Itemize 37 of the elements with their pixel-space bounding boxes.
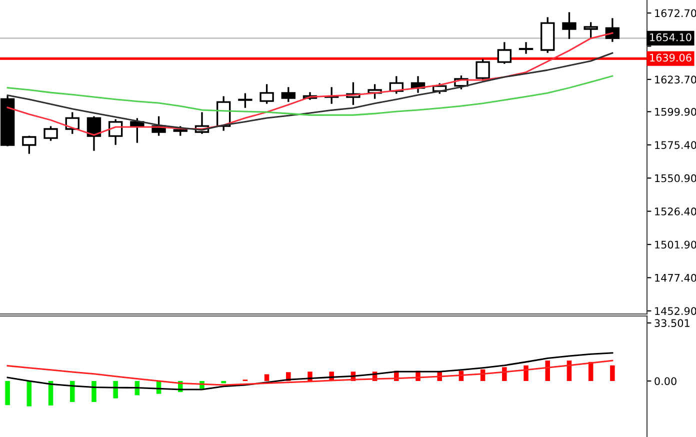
- bar: [26, 381, 32, 406]
- candlestick: [605, 18, 620, 42]
- candlestick: [238, 93, 252, 108]
- line-series: [6, 352, 614, 390]
- bar: [92, 381, 96, 402]
- candlestick: [22, 136, 36, 154]
- candlestick: [44, 126, 58, 141]
- y-tick-label: 1452.90: [655, 307, 696, 315]
- bar: [5, 381, 10, 406]
- y-tick-label: 1623.70: [655, 76, 696, 84]
- y-tick-label: 33.501: [654, 319, 690, 328]
- candlestick: [518, 42, 534, 54]
- y-tick-label: 1672.70: [655, 9, 696, 18]
- candlestick: [584, 22, 598, 38]
- candlestick: [281, 87, 296, 102]
- y-tick-label: 1501.90: [655, 240, 696, 249]
- y-tick-label: 1526.40: [655, 208, 696, 216]
- bar: [113, 381, 118, 398]
- candlestick: [65, 112, 80, 134]
- y-tick-label: 1477.40: [655, 274, 696, 282]
- bar: [264, 374, 270, 382]
- candlestick: [497, 42, 512, 64]
- candlestick: [476, 59, 490, 81]
- ref-line-label: 1639.06: [650, 54, 692, 62]
- ref-line-label: 1654.10: [650, 33, 692, 42]
- candlestick: [260, 84, 274, 104]
- candlestick: [562, 12, 576, 39]
- line-series: [6, 75, 614, 116]
- candlestick: [108, 119, 123, 145]
- y-tick-label: 0.00: [654, 377, 676, 386]
- y-tick-label: 1550.90: [655, 174, 696, 182]
- candlestick: [86, 116, 102, 151]
- y-tick-label: 1599.90: [655, 108, 696, 116]
- line-series: [6, 360, 614, 386]
- bar: [524, 365, 528, 382]
- bar: [610, 365, 615, 382]
- y-tick-label: 1575.40: [655, 141, 696, 149]
